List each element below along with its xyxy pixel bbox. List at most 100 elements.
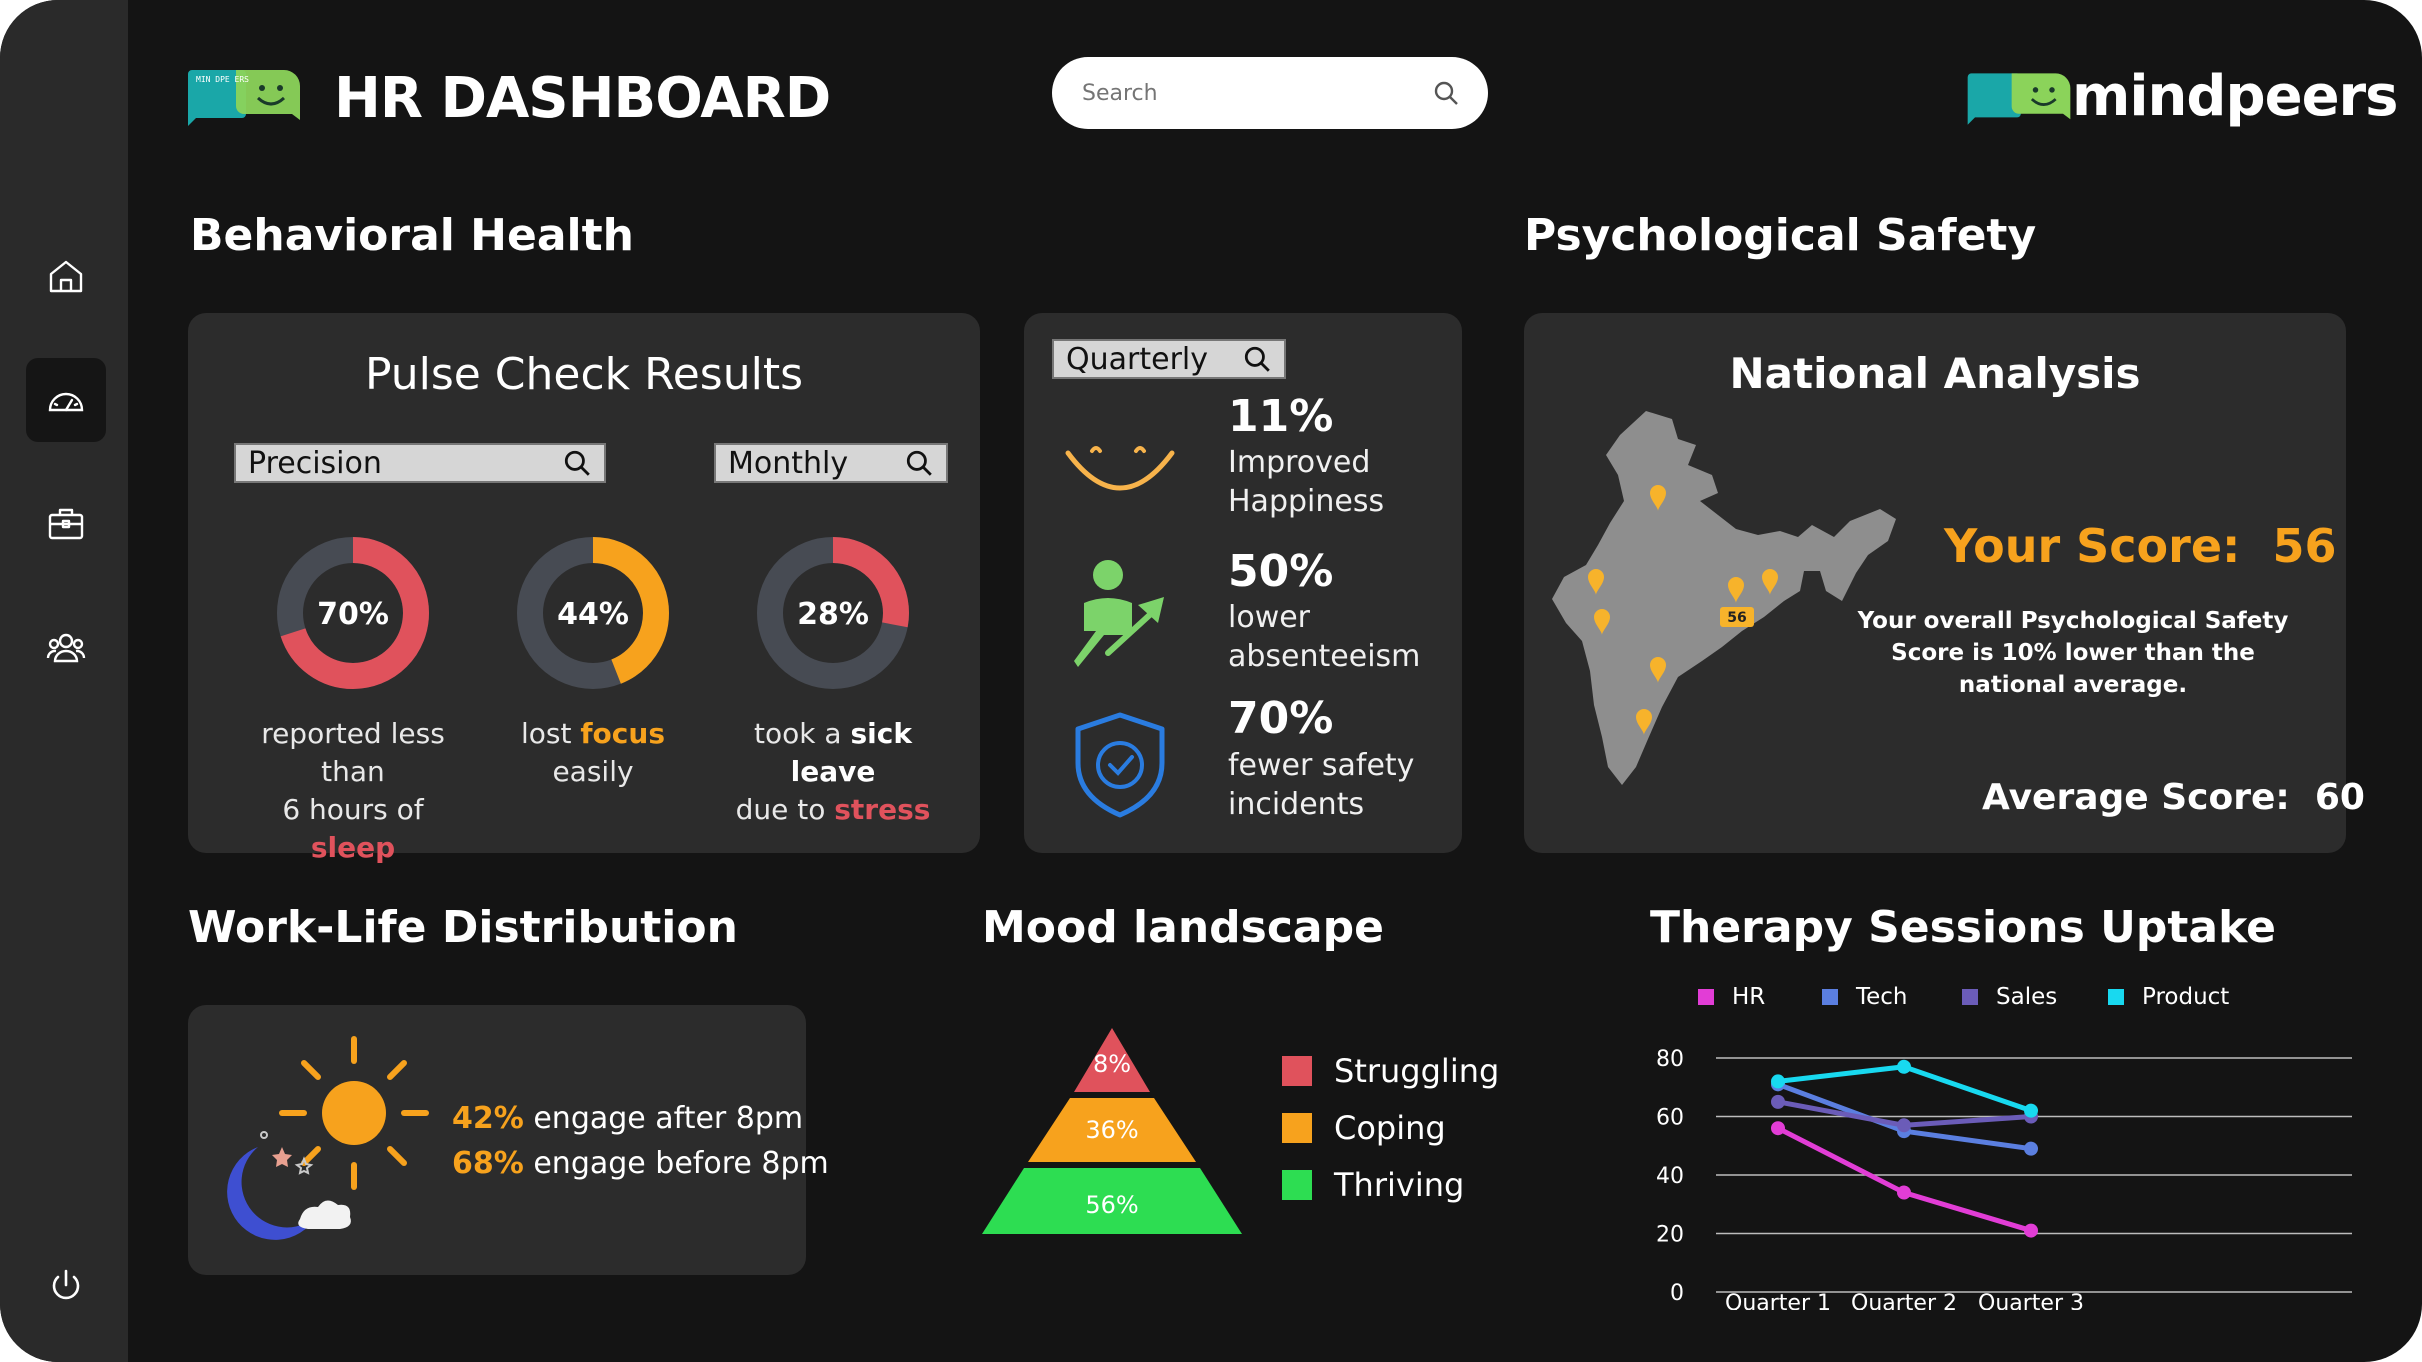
therapy-uptake-title: Therapy Sessions Uptake xyxy=(1650,902,2276,953)
data-point-hr xyxy=(1771,1121,1785,1136)
quarterly-stats-card: Quarterly 11% Improved Happiness 50% xyxy=(1024,313,1462,853)
pyramid-label: 56% xyxy=(1085,1191,1138,1219)
caption-highlight: sick leave xyxy=(790,717,912,788)
legend-struggling: Struggling xyxy=(1282,1052,1499,1090)
caption-line: easily xyxy=(552,755,634,788)
logo-letters: MIN DPE ERS xyxy=(196,75,249,84)
before-8pm-pct: 68% xyxy=(452,1146,524,1181)
donut-value: 28% xyxy=(797,597,869,632)
pyramid-label: 36% xyxy=(1085,1116,1138,1144)
average-score-value: 60 xyxy=(2314,777,2365,818)
quarterly-filter[interactable]: Quarterly xyxy=(1052,339,1286,379)
legend-label: Struggling xyxy=(1334,1052,1500,1090)
main-content: MIN DPE ERS HR DASHBOARD mindpeers Behav… xyxy=(128,0,2422,1362)
legend-label: Thriving xyxy=(1334,1166,1465,1204)
stat-line: incidents xyxy=(1228,787,1365,822)
pulse-check-card: Pulse Check Results Precision Monthly 70… xyxy=(188,313,980,864)
legend-thriving: Thriving xyxy=(1282,1166,1464,1204)
y-tick-label: 40 xyxy=(1656,1164,1684,1189)
search-icon[interactable] xyxy=(1432,79,1460,107)
data-point-product xyxy=(2024,1103,2038,1118)
mood-landscape-title: Mood landscape xyxy=(982,902,1384,953)
page-title: HR DASHBOARD xyxy=(334,66,831,131)
behavioral-health-title: Behavioral Health xyxy=(190,210,634,261)
dashboard-gauge-icon xyxy=(48,392,84,412)
stat-line: lower xyxy=(1228,600,1311,635)
legend-label: Coping xyxy=(1334,1109,1446,1147)
legend-label: Tech xyxy=(1856,984,1908,1010)
score-desc-line: Score is 10% lower than the xyxy=(1891,640,2255,666)
before-8pm-text: engage before 8pm xyxy=(523,1146,829,1181)
y-tick-label: 60 xyxy=(1656,1106,1684,1131)
average-score: Average Score: 60 xyxy=(1982,777,2365,818)
precision-filter[interactable]: Precision xyxy=(234,443,606,483)
after-8pm-text: engage after 8pm xyxy=(523,1101,804,1136)
x-tick-label: Quarter 3 xyxy=(1978,1291,2084,1310)
legend-label: Product xyxy=(2142,984,2230,1010)
stat-happiness-pct: 11% xyxy=(1228,391,1334,442)
work-life-title: Work-Life Distribution xyxy=(188,902,738,953)
score-pin-badge xyxy=(1720,607,1754,627)
therapy-line-chart: 0 20 40 60 80 Quarter 1 Quarter 2 Quarter 3 xyxy=(1656,1047,2352,1310)
pulse-check-title: Pulse Check Results xyxy=(364,349,804,400)
monthly-filter-label: Monthly xyxy=(728,445,849,481)
caption-text: took a xyxy=(754,717,851,750)
search-icon[interactable] xyxy=(1242,344,1272,374)
smile-icon xyxy=(1065,446,1175,491)
app-logo: MIN DPE ERS xyxy=(184,64,304,134)
logout-button[interactable] xyxy=(26,1244,106,1328)
data-point-tech xyxy=(2024,1141,2038,1156)
before-8pm-stat: 68% engage before 8pm xyxy=(452,1146,829,1181)
score-description: Your overall Psychological Safety Score … xyxy=(1854,605,2292,701)
sidebar-item-team[interactable] xyxy=(26,606,106,690)
stat-happiness-desc: Improved Happiness xyxy=(1228,443,1384,521)
y-tick-label: 20 xyxy=(1656,1223,1684,1248)
your-score-value: 56 xyxy=(2272,519,2337,573)
stat-line: Happiness xyxy=(1228,484,1385,519)
sidebar-item-work[interactable] xyxy=(26,482,106,566)
data-point-sales xyxy=(1897,1118,1911,1133)
chart-legend-tech: Tech xyxy=(1822,984,1908,1010)
chart-legend-hr: HR xyxy=(1698,984,1765,1010)
quarterly-filter-label: Quarterly xyxy=(1066,341,1208,377)
caption-highlight: stress xyxy=(834,793,931,826)
after-8pm-stat: 42% engage after 8pm xyxy=(452,1101,803,1136)
stat-absenteeism-desc: lower absenteeism xyxy=(1228,598,1420,676)
sidebar-item-dashboard[interactable] xyxy=(26,358,106,442)
sidebar-item-home[interactable] xyxy=(26,234,106,318)
caption-line: reported less than xyxy=(261,717,445,788)
search-icon[interactable] xyxy=(562,448,592,478)
precision-filter-label: Precision xyxy=(248,445,382,481)
legend-label: Sales xyxy=(1996,984,2058,1010)
stat-absenteeism-pct: 50% xyxy=(1228,546,1334,597)
data-point-product xyxy=(1897,1059,1911,1074)
brand-logo-icon xyxy=(1964,66,2074,134)
y-tick-label: 0 xyxy=(1670,1281,1684,1306)
search-input[interactable] xyxy=(1080,79,1404,107)
donut-caption-stress: took a sick leave due to stress xyxy=(718,715,948,829)
donut-value: 44% xyxy=(557,597,629,632)
national-analysis-title: National Analysis xyxy=(1729,349,2141,398)
search-icon[interactable] xyxy=(904,448,934,478)
team-icon xyxy=(46,633,86,663)
chart-legend-product: Product xyxy=(2108,984,2229,1010)
stat-line: Improved xyxy=(1228,445,1371,480)
mood-pyramid: 8% 36% 56% xyxy=(982,1028,1242,1234)
legend-swatch xyxy=(1282,1113,1312,1143)
briefcase-icon xyxy=(48,508,84,540)
pyramid-struggling xyxy=(1074,1028,1150,1092)
legend-swatch xyxy=(1962,989,1978,1005)
search-bar[interactable] xyxy=(1052,57,1488,129)
india-map: 56 xyxy=(1552,411,1896,785)
your-score-label: Your Score: xyxy=(1944,519,2241,573)
donut-sleep: 70% xyxy=(277,537,429,689)
stat-safety-desc: fewer safety incidents xyxy=(1228,746,1414,824)
legend-label: HR xyxy=(1732,984,1766,1010)
donut-stress: 28% xyxy=(757,537,909,689)
score-desc-line: national average. xyxy=(1958,672,2188,698)
monthly-filter[interactable]: Monthly xyxy=(714,443,948,483)
score-desc-line: Your overall Psychological Safety xyxy=(1857,608,2289,634)
data-point-sales xyxy=(1771,1094,1785,1109)
pyramid-thriving xyxy=(982,1168,1242,1234)
legend-swatch xyxy=(1822,989,1838,1005)
